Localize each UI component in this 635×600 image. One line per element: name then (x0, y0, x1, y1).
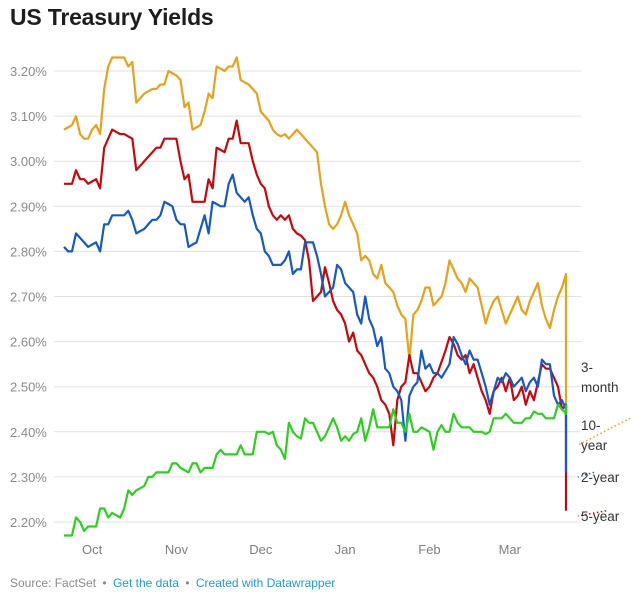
series-label-3-month: 3- (581, 360, 593, 375)
y-tick-label: 3.10% (10, 109, 47, 124)
series-label-3-month: month (581, 380, 619, 395)
series-line-5-year (64, 119, 568, 511)
x-tick-label: Feb (418, 542, 440, 557)
y-tick-label: 2.80% (10, 244, 47, 259)
x-axis-ticks: Oct Nov Dec Jan Feb Mar (82, 542, 522, 557)
label-connector (577, 417, 631, 446)
x-tick-label: Jan (335, 542, 356, 557)
series-line-2-year (63, 173, 568, 473)
series-line-3-month (64, 403, 568, 537)
separator: • (102, 576, 107, 590)
label-connector (577, 471, 595, 478)
series-label-10-year: year (581, 438, 608, 453)
y-tick-label: 2.60% (10, 335, 47, 350)
created-with-datawrapper-link[interactable]: Created with Datawrapper (195, 576, 336, 590)
series-lines (63, 56, 631, 537)
y-tick-label: 2.30% (10, 470, 47, 485)
y-tick-label: 2.40% (10, 425, 47, 440)
y-tick-label: 2.70% (10, 290, 47, 305)
y-tick-label: 2.50% (10, 380, 47, 395)
x-tick-label: Dec (249, 542, 273, 557)
y-tick-label: 2.90% (10, 199, 47, 214)
label-connector (577, 509, 607, 517)
get-the-data-link[interactable]: Get the data (112, 576, 179, 590)
series-label-10-year: 10- (581, 418, 601, 433)
x-tick-label: Mar (499, 542, 522, 557)
separator: • (185, 576, 190, 590)
y-axis-ticks: 3.20% 3.10% 3.00% 2.90% 2.80% 2.70% 2.60% 2.50%… (10, 64, 47, 530)
x-tick-label: Oct (82, 542, 103, 557)
chart-title: US Treasury Yields (10, 4, 214, 30)
source-text: Source: FactSet (10, 576, 97, 590)
series-labels: 10- year 5-year 2-year 3- month (581, 360, 620, 524)
chart-footer: Source: FactSet • Get the data • Created… (10, 576, 335, 590)
series-label-5-year: 5-year (581, 509, 620, 524)
y-tick-label: 3.20% (10, 64, 47, 79)
y-tick-label: 2.20% (10, 515, 47, 530)
x-tick-label: Nov (165, 542, 189, 557)
series-label-2-year: 2-year (581, 470, 620, 485)
y-tick-label: 3.00% (10, 154, 47, 169)
series-line-10-year (63, 56, 568, 419)
